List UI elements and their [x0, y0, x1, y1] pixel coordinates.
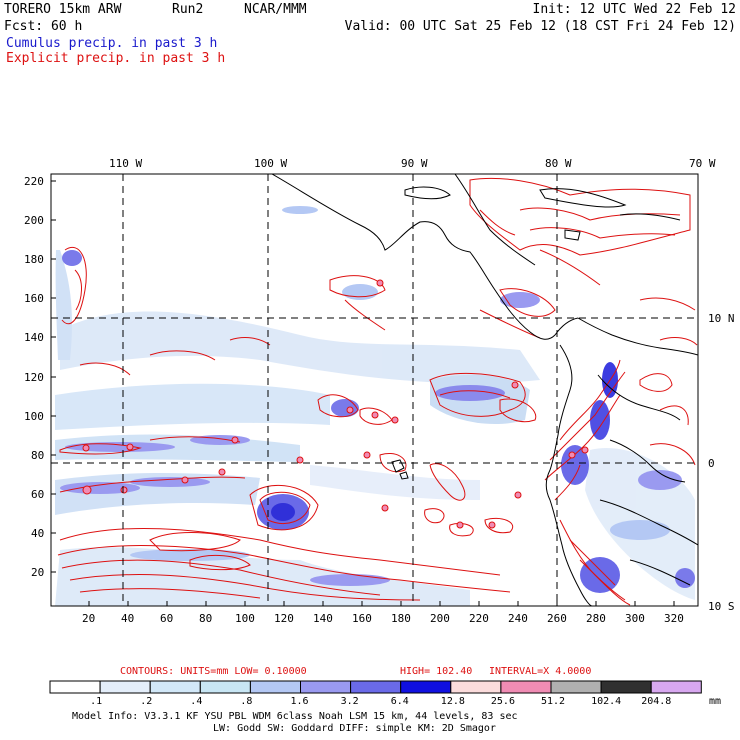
- y-tick-60: 60: [31, 488, 45, 501]
- colorbar-label: 1.6: [290, 696, 309, 707]
- cumulus-legend: Cumulus precip. in past 3 h: [6, 36, 218, 51]
- forecast-hour: Fcst: 60 h: [4, 19, 83, 34]
- colorbar-bin: [199, 680, 251, 694]
- colorbar-unit: mm: [709, 696, 722, 707]
- model-name: TORERO 15km ARW: [4, 2, 122, 17]
- colorbar-bin: [99, 680, 151, 694]
- y-tick-40: 40: [31, 527, 45, 540]
- colorbar-bin: [650, 680, 702, 694]
- colorbar-label: .2: [140, 696, 153, 707]
- colorbar-bin: [249, 680, 301, 694]
- colorbar-label: 204.8: [641, 696, 672, 707]
- y-tick-100: 100: [24, 410, 44, 423]
- contours-info: CONTOURS: UNITS=mm LOW= 0.10000: [120, 666, 307, 677]
- y-tick-120: 120: [24, 371, 44, 384]
- precip-colorbar: [49, 680, 702, 694]
- y-tick-160: 160: [24, 292, 44, 305]
- colorbar-label: .1: [90, 696, 103, 707]
- colorbar-bin: [450, 680, 502, 694]
- x-tick-280: 280: [586, 612, 606, 625]
- org-label: NCAR/MMM: [244, 2, 307, 17]
- run-label: Run2: [172, 2, 204, 17]
- colorbar-label: 51.2: [541, 696, 566, 707]
- x-tick-80: 80: [199, 612, 213, 625]
- x-axis-ticks: [88, 601, 675, 606]
- x-tick-140: 140: [313, 612, 333, 625]
- y-axis-ticks: [51, 180, 56, 573]
- lat-label-10s: 10 S: [708, 600, 735, 613]
- x-tick-300: 300: [625, 612, 645, 625]
- lon-label-80w: 80 W: [545, 157, 572, 170]
- colorbar-bin: [350, 680, 402, 694]
- x-tick-200: 200: [430, 612, 450, 625]
- x-tick-60: 60: [160, 612, 174, 625]
- x-tick-260: 260: [547, 612, 567, 625]
- explicit-legend: Explicit precip. in past 3 h: [6, 51, 226, 66]
- colorbar-bin: [300, 680, 352, 694]
- lat-label-10n: 10 N: [708, 312, 735, 325]
- contours-high: HIGH= 102.40: [400, 666, 473, 677]
- y-tick-200: 200: [24, 214, 44, 227]
- colorbar-label: 12.8: [440, 696, 465, 707]
- colorbar-bin: [600, 680, 652, 694]
- model-info: Model Info: V3.3.1 KF YSU PBL WDM 6class…: [72, 711, 518, 722]
- x-tick-120: 120: [274, 612, 294, 625]
- colorbar-bin: [149, 680, 201, 694]
- x-tick-160: 160: [352, 612, 372, 625]
- x-tick-20: 20: [82, 612, 96, 625]
- lon-label-70w: 70 W: [689, 157, 716, 170]
- physics-info: LW: Godd SW: Goddard DIFF: simple KM: 2D…: [213, 723, 496, 734]
- colorbar-label: 102.4: [591, 696, 622, 707]
- y-tick-20: 20: [31, 566, 45, 579]
- x-tick-100: 100: [235, 612, 255, 625]
- colorbar-label: 25.6: [490, 696, 515, 707]
- colorbar-label: .4: [190, 696, 203, 707]
- x-tick-40: 40: [121, 612, 135, 625]
- valid-time: Valid: 00 UTC Sat 25 Feb 12 (18 CST Fri …: [344, 19, 736, 34]
- colorbar-bin: [49, 680, 101, 694]
- y-tick-80: 80: [31, 449, 45, 462]
- explicit-precip-peaks: [82, 279, 589, 529]
- lon-label-90w: 90 W: [401, 157, 428, 170]
- y-tick-140: 140: [24, 331, 44, 344]
- init-time: Init: 12 UTC Wed 22 Feb 12: [532, 2, 737, 17]
- coastlines: [271, 174, 698, 606]
- map-plot-area: [51, 174, 698, 606]
- colorbar-label: 3.2: [340, 696, 359, 707]
- x-tick-180: 180: [391, 612, 411, 625]
- x-tick-320: 320: [664, 612, 684, 625]
- colorbar-label: .8: [240, 696, 253, 707]
- plot-frame: [50, 173, 699, 607]
- colorbar-bin: [500, 680, 552, 694]
- lon-label-100w: 100 W: [254, 157, 288, 170]
- y-tick-220: 220: [24, 175, 44, 188]
- x-tick-240: 240: [508, 612, 528, 625]
- x-tick-220: 220: [469, 612, 489, 625]
- colorbar-bin: [400, 680, 452, 694]
- y-tick-180: 180: [24, 253, 44, 266]
- lon-label-110w: 110 W: [109, 157, 143, 170]
- colorbar-label: 6.4: [390, 696, 409, 707]
- explicit-precip-contours: [57, 177, 698, 606]
- colorbar-bin: [550, 680, 602, 694]
- lat-lon-grid: [51, 174, 698, 606]
- contours-interval: INTERVAL=X 4.0000: [489, 666, 592, 677]
- lat-label-0: 0: [708, 457, 715, 470]
